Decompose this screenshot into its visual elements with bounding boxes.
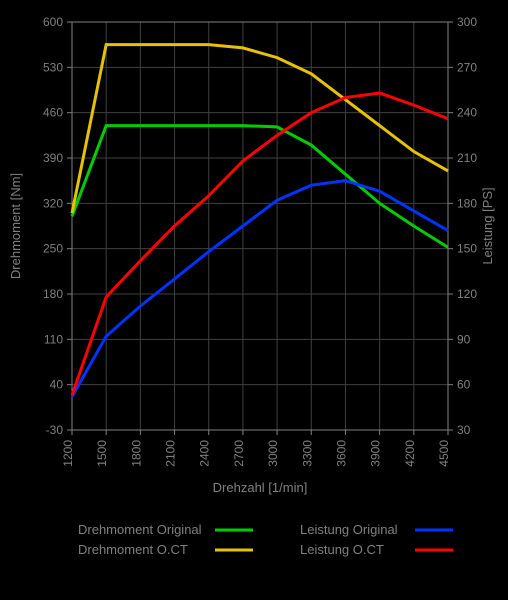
svg-text:3900: 3900 — [369, 440, 383, 467]
svg-text:150: 150 — [457, 242, 477, 256]
series-Drehmoment O.CT — [72, 45, 448, 213]
series-Leistung Original — [72, 181, 448, 397]
legend-label: Leistung Original — [300, 522, 398, 537]
legend-label: Drehmoment Original — [78, 522, 202, 537]
svg-text:2700: 2700 — [232, 440, 246, 467]
svg-text:390: 390 — [43, 151, 63, 165]
svg-text:90: 90 — [457, 332, 471, 346]
svg-text:180: 180 — [457, 196, 477, 210]
svg-text:1800: 1800 — [129, 440, 143, 467]
svg-text:30: 30 — [457, 423, 471, 437]
svg-text:1200: 1200 — [61, 440, 75, 467]
svg-text:4500: 4500 — [437, 440, 451, 467]
svg-text:2100: 2100 — [164, 440, 178, 467]
svg-text:-30: -30 — [46, 423, 64, 437]
y-left-axis-title: Drehmoment [Nm] — [8, 173, 23, 279]
dyno-chart: -30 40 110 180 250 320 390 460 530 600 30 60 90 120 15… — [0, 0, 508, 600]
svg-text:530: 530 — [43, 60, 63, 74]
svg-text:460: 460 — [43, 106, 63, 120]
svg-text:180: 180 — [43, 287, 63, 301]
svg-text:600: 600 — [43, 15, 63, 29]
svg-text:2400: 2400 — [198, 440, 212, 467]
svg-text:3000: 3000 — [266, 440, 280, 467]
legend-label: Drehmoment O.CT — [78, 542, 188, 557]
svg-text:240: 240 — [457, 106, 477, 120]
legend-label: Leistung O.CT — [300, 542, 384, 557]
svg-text:3300: 3300 — [300, 440, 314, 467]
chart-svg: -30 40 110 180 250 320 390 460 530 600 30 60 90 120 15… — [0, 0, 508, 600]
svg-text:4200: 4200 — [403, 440, 417, 467]
svg-text:120: 120 — [457, 287, 477, 301]
svg-text:40: 40 — [50, 378, 64, 392]
svg-text:250: 250 — [43, 242, 63, 256]
svg-text:1500: 1500 — [95, 440, 109, 467]
y-right-axis-title: Leistung [PS] — [480, 187, 495, 264]
svg-text:210: 210 — [457, 151, 477, 165]
svg-text:110: 110 — [44, 332, 63, 346]
svg-text:270: 270 — [457, 60, 477, 74]
series-Leistung O.CT — [72, 93, 448, 395]
series-Drehmoment Original — [72, 126, 448, 248]
x-axis-title: Drehzahl [1/min] — [213, 480, 308, 495]
svg-text:3600: 3600 — [334, 440, 348, 467]
svg-text:320: 320 — [43, 196, 63, 210]
svg-text:60: 60 — [457, 378, 471, 392]
svg-text:300: 300 — [457, 15, 477, 29]
